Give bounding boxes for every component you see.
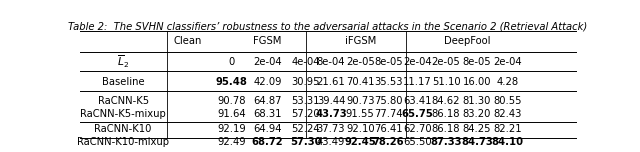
Text: 65.50: 65.50 [403, 137, 431, 147]
Text: 30.95: 30.95 [291, 77, 320, 87]
Text: 84.25: 84.25 [463, 124, 491, 134]
Text: 42.09: 42.09 [253, 77, 282, 87]
Text: 84.73: 84.73 [461, 137, 493, 147]
Text: 77.74: 77.74 [374, 109, 403, 119]
Text: 2e-04: 2e-04 [253, 57, 282, 67]
Text: 91.55: 91.55 [346, 109, 374, 119]
Text: 92.45: 92.45 [344, 137, 376, 147]
Text: 68.31: 68.31 [253, 109, 282, 119]
Text: 90.78: 90.78 [218, 96, 246, 106]
Text: 8e-05: 8e-05 [463, 57, 491, 67]
Text: RaCNN-K10-mixup: RaCNN-K10-mixup [77, 137, 169, 147]
Text: 63.41: 63.41 [403, 96, 431, 106]
Text: 2e-04: 2e-04 [493, 57, 522, 67]
Text: Baseline: Baseline [102, 77, 145, 87]
Text: 90.73: 90.73 [346, 96, 374, 106]
Text: RaCNN-K5-mixup: RaCNN-K5-mixup [80, 109, 166, 119]
Text: 76.41: 76.41 [374, 124, 403, 134]
Text: 87.33: 87.33 [430, 137, 462, 147]
Text: $\overline{L}_2$: $\overline{L}_2$ [117, 54, 129, 70]
Text: 43.73: 43.73 [315, 109, 347, 119]
Text: 92.49: 92.49 [218, 137, 246, 147]
Text: 75.80: 75.80 [374, 96, 403, 106]
Text: 95.48: 95.48 [216, 77, 248, 87]
Text: 83.20: 83.20 [463, 109, 491, 119]
Text: 39.44: 39.44 [317, 96, 345, 106]
Text: FGSM: FGSM [253, 36, 282, 46]
Text: 82.21: 82.21 [493, 124, 522, 134]
Text: 64.94: 64.94 [253, 124, 282, 134]
Text: 68.72: 68.72 [252, 137, 284, 147]
Text: 81.30: 81.30 [463, 96, 491, 106]
Text: 84.10: 84.10 [492, 137, 524, 147]
Text: iFGSM: iFGSM [344, 36, 376, 46]
Text: 51.10: 51.10 [432, 77, 460, 87]
Text: 84.62: 84.62 [432, 96, 460, 106]
Text: 11.17: 11.17 [403, 77, 431, 87]
Text: 8e-05: 8e-05 [374, 57, 403, 67]
Text: 57.20: 57.20 [291, 109, 320, 119]
Text: 2e-04: 2e-04 [403, 57, 431, 67]
Text: 35.53: 35.53 [374, 77, 403, 87]
Text: Table 2:  The SVHN classifiers’ robustness to the adversarial attacks in the Sce: Table 2: The SVHN classifiers’ robustnes… [68, 22, 588, 32]
Text: 37.73: 37.73 [317, 124, 345, 134]
Text: Clean: Clean [174, 36, 202, 46]
Text: 8e-04: 8e-04 [317, 57, 345, 67]
Text: 65.75: 65.75 [401, 109, 433, 119]
Text: 2e-05: 2e-05 [346, 57, 374, 67]
Text: 2e-05: 2e-05 [431, 57, 460, 67]
Text: 21.61: 21.61 [317, 77, 346, 87]
Text: RaCNN-K10: RaCNN-K10 [95, 124, 152, 134]
Text: 43.49: 43.49 [317, 137, 345, 147]
Text: 16.00: 16.00 [463, 77, 491, 87]
Text: RaCNN-K5: RaCNN-K5 [97, 96, 148, 106]
Text: DeepFool: DeepFool [444, 36, 490, 46]
Text: 4.28: 4.28 [497, 77, 518, 87]
Text: 62.70: 62.70 [403, 124, 431, 134]
Text: 91.64: 91.64 [218, 109, 246, 119]
Text: 86.18: 86.18 [432, 124, 460, 134]
Text: 4e-04: 4e-04 [291, 57, 320, 67]
Text: 64.87: 64.87 [253, 96, 282, 106]
Text: 57.30: 57.30 [290, 137, 321, 147]
Text: 70.41: 70.41 [346, 77, 374, 87]
Text: 53.31: 53.31 [291, 96, 320, 106]
Text: 52.24: 52.24 [291, 124, 320, 134]
Text: 92.10: 92.10 [346, 124, 374, 134]
Text: 86.18: 86.18 [432, 109, 460, 119]
Text: 0: 0 [228, 57, 235, 67]
Text: 78.26: 78.26 [372, 137, 404, 147]
Text: 80.55: 80.55 [493, 96, 522, 106]
Text: 82.43: 82.43 [493, 109, 522, 119]
Text: 92.19: 92.19 [218, 124, 246, 134]
